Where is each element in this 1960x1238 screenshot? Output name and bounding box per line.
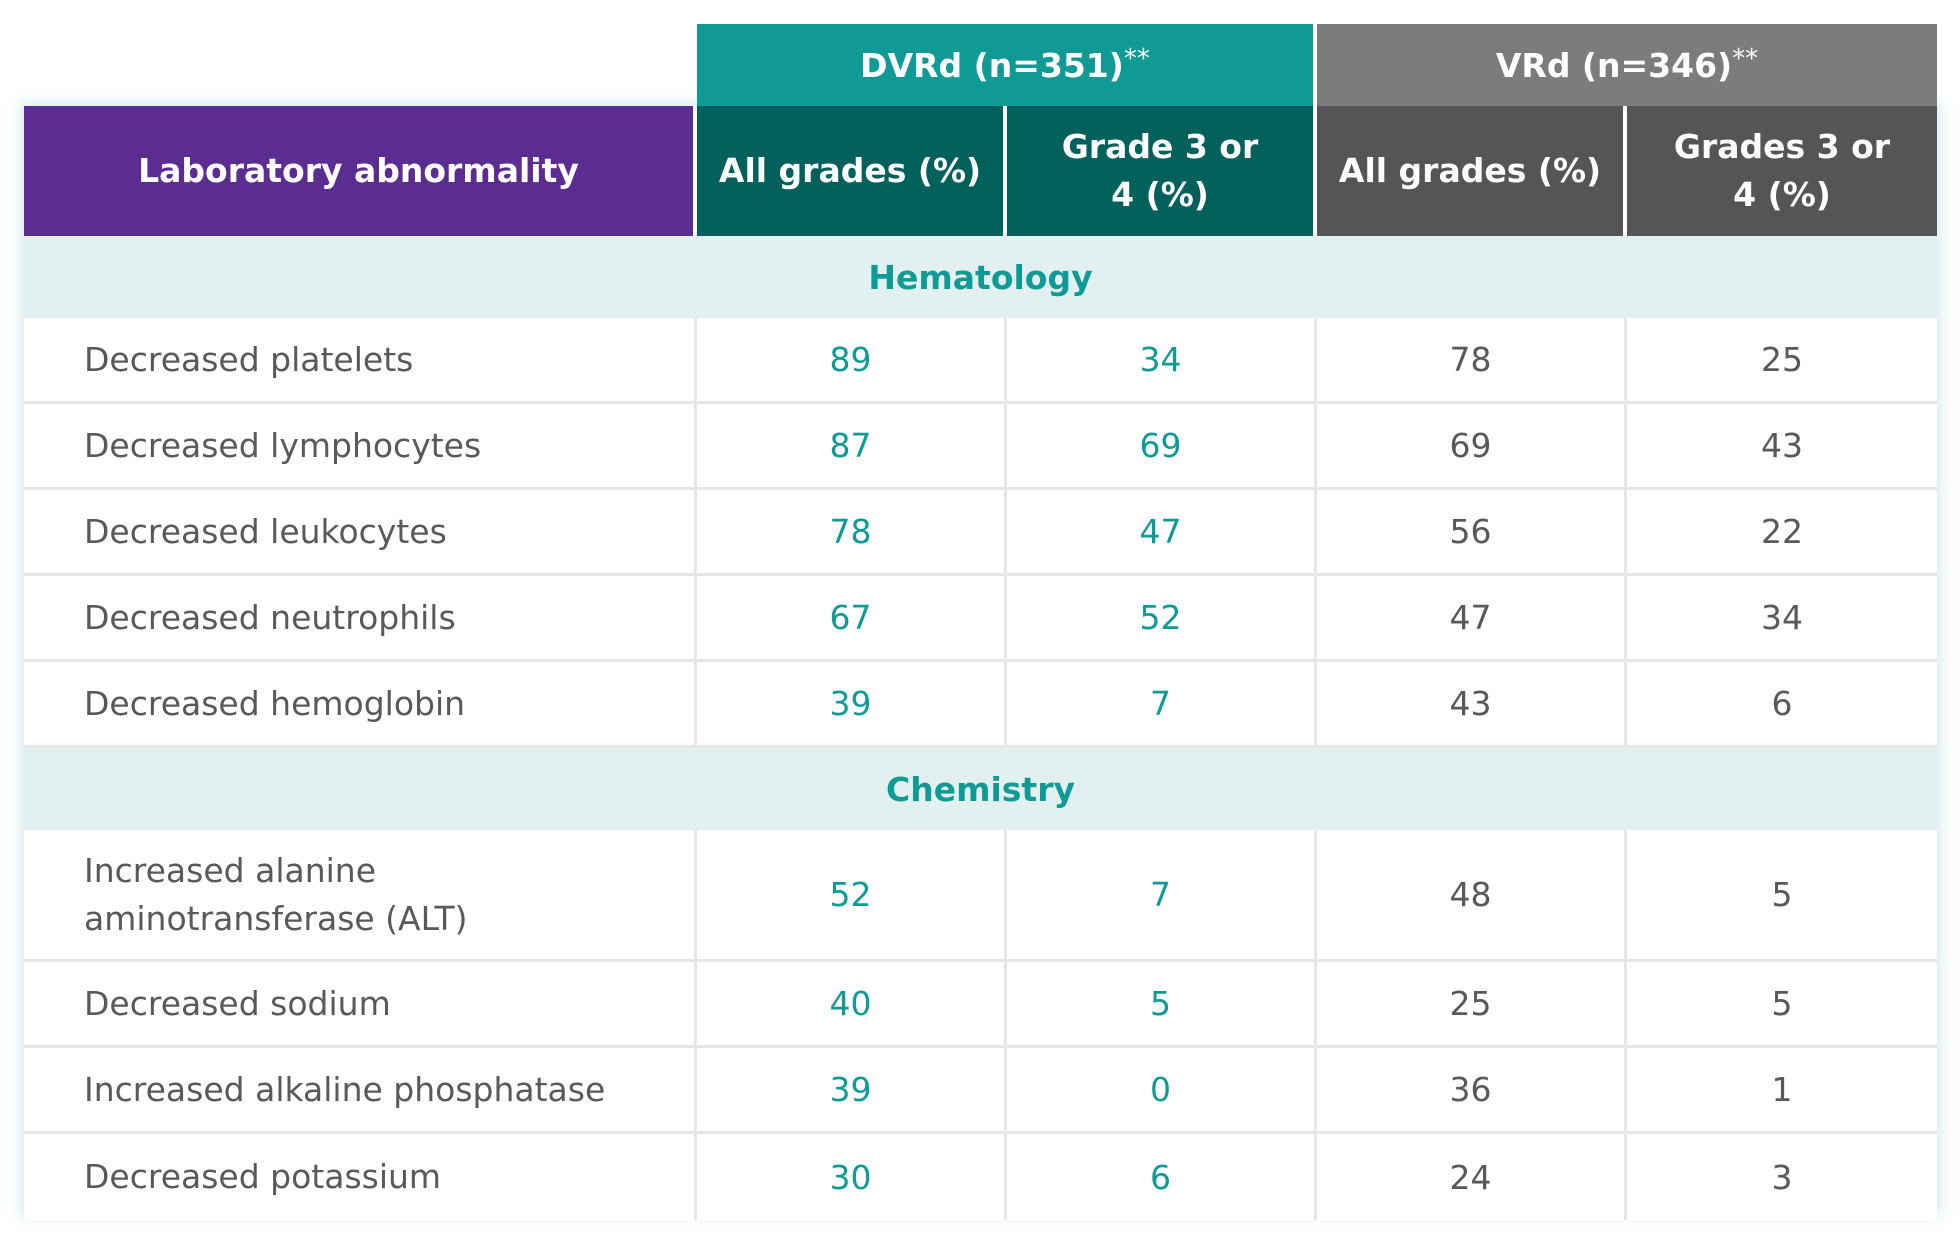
- cell-vrd-g34: 43: [1627, 404, 1938, 490]
- row-label: Decreased hemoglobin: [24, 662, 697, 748]
- header-lab-abnormality: Laboratory abnormality: [24, 106, 697, 236]
- cell-vrd-g34: 34: [1627, 576, 1938, 662]
- row-label: Decreased sodium: [24, 962, 697, 1048]
- cell-vrd-g34: 22: [1627, 490, 1938, 576]
- cell-dvrd-all: 30: [697, 1134, 1007, 1220]
- header-dvrd-grade-3-4-text: Grade 3 or 4 (%): [1061, 127, 1259, 214]
- cell-dvrd-all: 78: [697, 490, 1007, 576]
- cell-vrd-g34: 25: [1627, 318, 1938, 404]
- group-vrd-label: VRd (n=346): [1495, 45, 1733, 85]
- cell-dvrd-g34: 7: [1007, 662, 1317, 748]
- cell-vrd-all: 43: [1317, 662, 1627, 748]
- cell-dvrd-all: 39: [697, 1048, 1007, 1134]
- cell-dvrd-g34: 5: [1007, 962, 1317, 1048]
- table-row: Increased alkaline phosphatase 39 0 36 1: [24, 1048, 1938, 1134]
- row-label: Increased alanine aminotransferase (ALT): [24, 830, 697, 962]
- cell-vrd-all: 25: [1317, 962, 1627, 1048]
- cell-vrd-g34: 6: [1627, 662, 1938, 748]
- group-header-dvrd: DVRd (n=351)**: [697, 24, 1317, 106]
- cell-dvrd-g34: 34: [1007, 318, 1317, 404]
- cell-dvrd-g34: 0: [1007, 1048, 1317, 1134]
- section-row-hematology: Hematology: [24, 236, 1938, 318]
- cell-vrd-all: 48: [1317, 830, 1627, 962]
- row-label: Decreased neutrophils: [24, 576, 697, 662]
- cell-dvrd-g34: 47: [1007, 490, 1317, 576]
- lab-abnormality-table: DVRd (n=351)** VRd (n=346)** Laboratory …: [24, 24, 1938, 1220]
- table-row: Decreased sodium 40 5 25 5: [24, 962, 1938, 1048]
- row-label: Increased alkaline phosphatase: [24, 1048, 697, 1134]
- cell-vrd-all: 69: [1317, 404, 1627, 490]
- group-dvrd-marker: **: [1123, 43, 1150, 74]
- cell-vrd-all: 47: [1317, 576, 1627, 662]
- table-row: Decreased hemoglobin 39 7 43 6: [24, 662, 1938, 748]
- cell-dvrd-g34: 52: [1007, 576, 1317, 662]
- cell-vrd-g34: 1: [1627, 1048, 1938, 1134]
- table-row: Decreased lymphocytes 87 69 69 43: [24, 404, 1938, 490]
- table-row: Decreased leukocytes 78 47 56 22: [24, 490, 1938, 576]
- table-row: Increased alanine aminotransferase (ALT)…: [24, 830, 1938, 962]
- header-vrd-grades-3-4-text: Grades 3 or 4 (%): [1673, 127, 1891, 214]
- row-label: Decreased leukocytes: [24, 490, 697, 576]
- column-header-row: Laboratory abnormality All grades (%) Gr…: [24, 106, 1938, 236]
- cell-dvrd-g34: 69: [1007, 404, 1317, 490]
- cell-vrd-all: 24: [1317, 1134, 1627, 1220]
- group-header-blank: [24, 24, 697, 106]
- row-label: Decreased platelets: [24, 318, 697, 404]
- cell-dvrd-all: 89: [697, 318, 1007, 404]
- section-title: Hematology: [24, 236, 1938, 318]
- row-label: Decreased potassium: [24, 1134, 697, 1220]
- row-label: Decreased lymphocytes: [24, 404, 697, 490]
- row-label-text: Increased alanine aminotransferase (ALT): [84, 850, 468, 938]
- section-title: Chemistry: [24, 748, 1938, 830]
- cell-dvrd-all: 67: [697, 576, 1007, 662]
- table-row: Decreased neutrophils 67 52 47 34: [24, 576, 1938, 662]
- cell-vrd-g34: 5: [1627, 962, 1938, 1048]
- header-vrd-all-grades: All grades (%): [1317, 106, 1627, 236]
- group-header-row: DVRd (n=351)** VRd (n=346)**: [24, 24, 1938, 106]
- cell-dvrd-g34: 7: [1007, 830, 1317, 962]
- table-row: Decreased potassium 30 6 24 3: [24, 1134, 1938, 1220]
- cell-vrd-all: 36: [1317, 1048, 1627, 1134]
- cell-vrd-all: 78: [1317, 318, 1627, 404]
- header-vrd-grades-3-4: Grades 3 or 4 (%): [1627, 106, 1938, 236]
- cell-vrd-g34: 3: [1627, 1134, 1938, 1220]
- cell-vrd-g34: 5: [1627, 830, 1938, 962]
- cell-dvrd-all: 87: [697, 404, 1007, 490]
- table-row: Decreased platelets 89 34 78 25: [24, 318, 1938, 404]
- header-dvrd-grade-3-4: Grade 3 or 4 (%): [1007, 106, 1317, 236]
- cell-dvrd-g34: 6: [1007, 1134, 1317, 1220]
- section-row-chemistry: Chemistry: [24, 748, 1938, 830]
- cell-vrd-all: 56: [1317, 490, 1627, 576]
- group-dvrd-label: DVRd (n=351): [860, 45, 1124, 85]
- cell-dvrd-all: 40: [697, 962, 1007, 1048]
- cell-dvrd-all: 39: [697, 662, 1007, 748]
- header-dvrd-all-grades: All grades (%): [697, 106, 1007, 236]
- group-header-vrd: VRd (n=346)**: [1317, 24, 1938, 106]
- cell-dvrd-all: 52: [697, 830, 1007, 962]
- group-vrd-marker: **: [1732, 43, 1759, 74]
